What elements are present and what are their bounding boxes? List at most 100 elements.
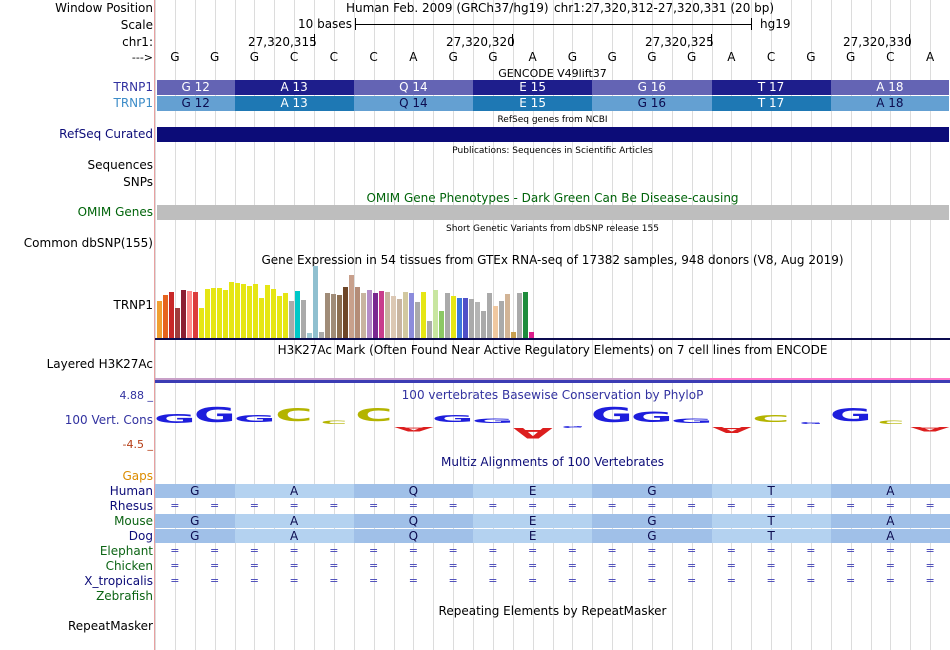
gtex-tissue-bar[interactable]	[199, 308, 204, 338]
codon-segment[interactable]: G 12	[157, 80, 235, 95]
dbsnp-label[interactable]: Common dbSNP(155)	[23, 236, 153, 250]
codon-segment[interactable]: T 17	[711, 96, 831, 111]
codon-segment[interactable]: Q 14	[353, 80, 473, 95]
gtex-tissue-bar[interactable]	[523, 292, 528, 338]
gtex-tissue-bar[interactable]	[289, 301, 294, 338]
codon-segment[interactable]: A 13	[234, 80, 354, 95]
gtex-tissue-bar[interactable]	[211, 288, 216, 338]
gtex-tissue-bar[interactable]	[499, 301, 504, 338]
gtex-tissue-bar[interactable]	[403, 292, 408, 338]
gtex-tissue-bar[interactable]	[265, 285, 270, 338]
gtex-tissue-bar[interactable]	[187, 291, 192, 338]
gtex-tissue-bar[interactable]	[511, 332, 516, 338]
species-label-chicken[interactable]: Chicken	[105, 559, 153, 573]
multiz-alignment[interactable]: G A Q E G T A = = = = = = = = = = = = = = = = = = = = G A Q E G T A G A Q E G T…	[155, 484, 950, 594]
codon-segment[interactable]: G 16	[592, 96, 712, 111]
codon-segment[interactable]: G 12	[157, 96, 235, 111]
gtex-tissue-bar[interactable]	[331, 294, 336, 338]
gtex-tissue-bar[interactable]	[175, 308, 180, 338]
codon-segment[interactable]: E 15	[473, 80, 593, 95]
gencode-track-1[interactable]: G 12 A 13 Q 14 E 15 G 16 T 17 A 18	[157, 80, 949, 95]
gtex-tissue-bar[interactable]	[163, 295, 168, 338]
gtex-tissue-bar[interactable]	[439, 311, 444, 338]
gtex-tissue-bar[interactable]	[421, 292, 426, 338]
gtex-tissue-bar[interactable]	[415, 302, 420, 338]
species-label-elephant[interactable]: Elephant	[99, 544, 153, 558]
gtex-tissue-bar[interactable]	[397, 299, 402, 338]
h3k27ac-label[interactable]: Layered H3K27Ac	[46, 357, 153, 371]
gtex-tissue-bar[interactable]	[373, 293, 378, 338]
gtex-tissue-bar[interactable]	[529, 332, 534, 338]
gtex-tissue-bar[interactable]	[307, 333, 312, 338]
gtex-tissue-bar[interactable]	[445, 293, 450, 338]
gtex-tissue-bar[interactable]	[229, 282, 234, 338]
gencode-track-2[interactable]: G 12 A 13 Q 14 E 15 G 16 T 17 A 18	[157, 96, 949, 111]
gtex-tissue-bar[interactable]	[253, 284, 258, 338]
species-label-human[interactable]: Human	[109, 484, 153, 498]
gtex-tissue-bar[interactable]	[247, 286, 252, 338]
gtex-bar-chart[interactable]	[155, 266, 555, 338]
gtex-tissue-bar[interactable]	[235, 283, 240, 338]
omim-bar[interactable]	[157, 205, 949, 220]
omim-label[interactable]: OMIM Genes	[77, 205, 153, 219]
refseq-gene-bar[interactable]	[157, 127, 949, 142]
gtex-tissue-bar[interactable]	[325, 293, 330, 338]
gtex-tissue-bar[interactable]	[241, 284, 246, 338]
gtex-tissue-bar[interactable]	[343, 287, 348, 338]
gtex-tissue-bar[interactable]	[259, 298, 264, 338]
gtex-tissue-bar[interactable]	[493, 306, 498, 338]
gtex-tissue-bar[interactable]	[475, 302, 480, 338]
species-label-rhesus[interactable]: Rhesus	[109, 499, 153, 513]
gtex-tissue-bar[interactable]	[391, 296, 396, 338]
gtex-tissue-bar[interactable]	[463, 298, 468, 338]
gtex-tissue-bar[interactable]	[379, 291, 384, 338]
gtex-tissue-bar[interactable]	[517, 293, 522, 338]
species-label-mouse[interactable]: Mouse	[114, 514, 153, 528]
gtex-tissue-bar[interactable]	[337, 295, 342, 338]
codon-segment[interactable]: A 18	[830, 80, 949, 95]
gtex-tissue-bar[interactable]	[367, 290, 372, 338]
gtex-tissue-bar[interactable]	[355, 287, 360, 338]
gtex-tissue-bar[interactable]	[277, 296, 282, 338]
gencode-label-2[interactable]: TRNP1	[113, 96, 153, 110]
codon-segment[interactable]: G 16	[592, 80, 712, 95]
gtex-tissue-bar[interactable]	[457, 298, 462, 338]
gtex-tissue-bar[interactable]	[487, 293, 492, 338]
gtex-tissue-bar[interactable]	[505, 294, 510, 338]
publications-label-snps[interactable]: SNPs	[123, 175, 153, 189]
publications-label-sequences[interactable]: Sequences	[87, 158, 153, 172]
gtex-tissue-bar[interactable]	[349, 275, 354, 338]
gtex-tissue-bar[interactable]	[205, 289, 210, 338]
phylop-label[interactable]: 100 Vert. Cons	[64, 413, 153, 427]
gtex-tissue-bar[interactable]	[481, 311, 486, 338]
gtex-tissue-bar[interactable]	[223, 290, 228, 338]
species-label-zebrafish[interactable]: Zebrafish	[96, 589, 153, 603]
gtex-tissue-bar[interactable]	[157, 301, 162, 338]
gtex-tissue-bar[interactable]	[217, 288, 222, 338]
gtex-tissue-bar[interactable]	[181, 290, 186, 338]
species-label-dog[interactable]: Dog	[128, 529, 153, 543]
gencode-label-1[interactable]: TRNP1	[113, 80, 153, 94]
species-label-xtropicalis[interactable]: X_tropicalis	[84, 574, 153, 588]
gtex-tissue-bar[interactable]	[427, 321, 432, 338]
codon-segment[interactable]: A 13	[234, 96, 354, 111]
gtex-tissue-bar[interactable]	[271, 289, 276, 338]
gtex-tissue-bar[interactable]	[433, 290, 438, 338]
repeatmasker-label[interactable]: RepeatMasker	[67, 619, 153, 633]
gtex-tissue-bar[interactable]	[301, 300, 306, 338]
gtex-tissue-bar[interactable]	[361, 293, 366, 338]
codon-segment[interactable]: Q 14	[353, 96, 473, 111]
gtex-tissue-bar[interactable]	[295, 291, 300, 338]
refseq-label[interactable]: RefSeq Curated	[59, 127, 153, 141]
gtex-tissue-bar[interactable]	[283, 293, 288, 338]
gtex-tissue-bar[interactable]	[385, 292, 390, 338]
gtex-tissue-bar[interactable]	[469, 299, 474, 338]
gtex-tissue-bar[interactable]	[313, 266, 318, 338]
gtex-tissue-bar[interactable]	[193, 292, 198, 338]
gtex-tissue-bar[interactable]	[409, 293, 414, 338]
gtex-tissue-bar[interactable]	[169, 292, 174, 338]
gtex-label[interactable]: TRNP1	[113, 298, 153, 312]
gtex-tissue-bar[interactable]	[319, 332, 324, 338]
codon-segment[interactable]: A 18	[830, 96, 949, 111]
